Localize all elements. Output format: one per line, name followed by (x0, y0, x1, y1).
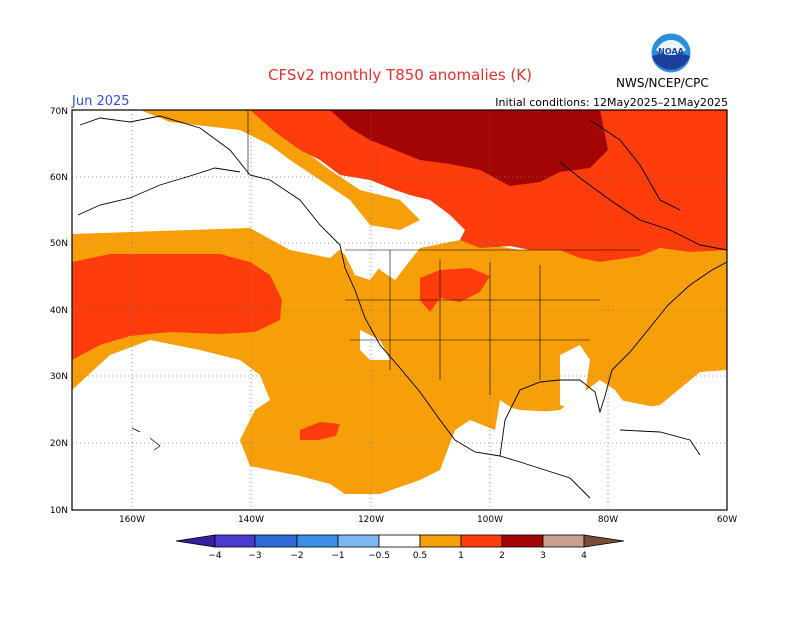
logo-text: NOAA (658, 47, 684, 56)
colorbar-lower-arrow (175, 534, 216, 548)
lat-label: 70N (50, 107, 68, 117)
agency-label: NWS/NCEP/CPC (616, 76, 709, 90)
colorbar-tick: 2 (499, 551, 505, 561)
neutral-region-florida (560, 345, 590, 410)
anomaly-region-red-north (250, 110, 727, 262)
lat-label: 50N (50, 239, 68, 249)
colorbar-tick: −0.5 (368, 551, 390, 561)
lon-label: 100W (477, 515, 503, 525)
lat-axis: 70N 60N 50N 40N 30N 20N 10N (50, 107, 68, 516)
colorbar-segment (542, 534, 585, 548)
anomaly-region-light-orange-north (140, 110, 420, 230)
map-title: CFSv2 monthly T850 anomalies (K) (268, 66, 532, 84)
colorbar-segment (296, 534, 339, 548)
initial-conditions: Initial conditions: 12May2025–21May2025 (495, 96, 728, 109)
lat-label: 20N (50, 439, 68, 449)
colorbar-segment (419, 534, 462, 548)
lat-label: 40N (50, 306, 68, 316)
neutral-region-mexico (360, 330, 390, 360)
neutral-region-west (250, 180, 385, 280)
colorbar-tick: −3 (248, 551, 261, 561)
colorbar-labels: −4 −3 −2 −1 −0.5 0.5 1 2 3 4 (208, 551, 587, 561)
lon-axis: 160W 140W 120W 100W 80W 60W (119, 515, 737, 525)
lat-label: 30N (50, 372, 68, 382)
colorbar-tick: 0.5 (413, 551, 427, 561)
lon-label: 80W (598, 515, 618, 525)
state-borders (247, 110, 640, 395)
anomaly-region-red-small-1 (300, 422, 340, 440)
colorbar-tick: 4 (581, 551, 587, 561)
colorbar-tick: −1 (331, 551, 344, 561)
colorbar (175, 534, 625, 548)
colorbar-tick: −2 (290, 551, 303, 561)
lon-label: 60W (717, 515, 737, 525)
neutral-region-south (460, 375, 727, 510)
noaa-logo-icon: NOAA (650, 32, 692, 74)
colorbar-segment (214, 534, 256, 548)
colorbar-tick: −4 (208, 551, 222, 561)
colorbar-segment (254, 534, 298, 548)
forecast-month: Jun 2025 (72, 94, 130, 109)
colorbar-upper-arrow (583, 534, 625, 548)
map-frame (71, 109, 728, 511)
colorbar-segment (378, 534, 421, 548)
colorbar-tick: 3 (540, 551, 546, 561)
coastlines (77, 115, 728, 499)
islands (131, 427, 161, 451)
lon-label: 120W (358, 515, 384, 525)
colorbar-segment (337, 534, 380, 548)
colorbar-segment (501, 534, 544, 548)
anomaly-region-red-small-2 (420, 268, 490, 312)
lon-label: 160W (119, 515, 145, 525)
colorbar-segment (460, 534, 503, 548)
anomaly-region-dark-red (330, 110, 608, 186)
colorbar-tick: 1 (458, 551, 464, 561)
lon-label: 140W (238, 515, 264, 525)
anomaly-region-red-pacific (72, 254, 282, 360)
lat-label: 10N (50, 506, 68, 516)
lat-label: 60N (50, 173, 68, 183)
